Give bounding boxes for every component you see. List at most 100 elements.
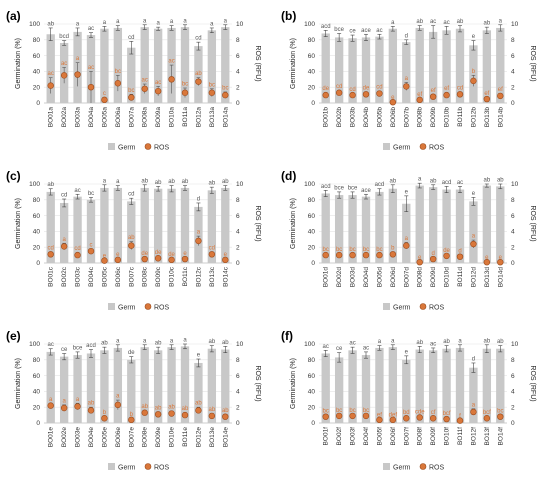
germ-bar <box>334 37 344 103</box>
germ-significance-label: e <box>405 189 409 195</box>
ros-significance-label: ab <box>222 408 229 414</box>
ros-significance-label: cd <box>209 245 215 251</box>
y2-tick-label: 0 <box>236 260 240 267</box>
legend-ros-swatch <box>419 303 427 310</box>
ros-point <box>349 91 356 99</box>
germ-significance-label: ab <box>497 178 504 184</box>
ros-point <box>114 401 122 409</box>
y2-tick-label: 2 <box>511 244 515 251</box>
germ-significance-label: a <box>103 20 107 26</box>
legend-germ-swatch <box>383 463 390 470</box>
germ-bar <box>153 28 163 104</box>
x-tick-label: BO13e <box>209 427 216 448</box>
germ-significance-label: ab <box>47 21 54 27</box>
ros-significance-label: bc <box>363 408 369 414</box>
ros-significance-label: a <box>405 76 409 82</box>
ros-significance-label: bc <box>323 247 329 253</box>
germ-bar <box>86 353 96 423</box>
ros-point <box>497 413 504 420</box>
ros-point <box>429 255 437 263</box>
ros-significance-label: a <box>405 236 409 242</box>
x-tick-label: BO07a <box>128 107 135 128</box>
ros-significance-label: bc <box>497 409 503 415</box>
germ-significance-label: cd <box>128 192 134 198</box>
germ-bar <box>469 45 478 103</box>
y-tick-label: 100 <box>29 181 40 188</box>
ros-significance-label: c <box>103 91 106 97</box>
germ-significance-label: a <box>156 21 160 27</box>
y2-tick-label: 4 <box>236 69 240 76</box>
ros-significance-label: e <box>485 255 489 261</box>
germ-significance-label: bce <box>348 185 358 191</box>
germ-bar <box>127 47 136 103</box>
y-tick-label: 20 <box>33 244 41 251</box>
germ-significance-label: a <box>103 178 107 184</box>
ros-significance-label: cd <box>457 85 463 91</box>
x-tick-label: BO05b <box>376 107 383 128</box>
germ-bar <box>482 348 492 423</box>
ros-point <box>195 407 202 414</box>
germ-significance-label: acd <box>86 343 96 349</box>
y-tick-label: 40 <box>308 389 316 396</box>
ros-point <box>470 408 477 416</box>
y-tick-label: 100 <box>304 341 315 348</box>
germ-significance-label: e <box>472 34 476 40</box>
germ-bar <box>442 189 451 263</box>
y2-tick-label: 4 <box>511 229 515 236</box>
ros-point <box>168 256 175 264</box>
ros-point <box>389 99 397 106</box>
legend-ros-label: ROS <box>429 145 445 152</box>
x-tick-label: BO10f <box>444 427 451 446</box>
y-tick-label: 80 <box>308 37 316 44</box>
x-tick-label: BO05a <box>101 107 108 128</box>
germ-bar <box>388 347 398 423</box>
ros-point <box>74 403 81 410</box>
ros-point <box>60 243 68 250</box>
y2-tick-label: 8 <box>236 37 240 44</box>
x-tick-label: BO10c <box>169 266 176 287</box>
y-axis-title: Germination (%) <box>290 38 297 89</box>
x-tick-label: BO13b <box>484 107 491 128</box>
ros-point <box>416 96 423 104</box>
germ-significance-label: ab <box>141 178 148 184</box>
germ-bar <box>194 46 203 103</box>
x-tick-label: BO07b <box>403 107 410 128</box>
ros-significance-label: ac <box>142 78 148 84</box>
ros-point <box>483 259 491 266</box>
germ-bar <box>415 185 424 263</box>
ros-significance-label: ac <box>155 80 161 86</box>
ros-significance-label: cd <box>376 85 382 91</box>
germ-bar <box>221 187 230 263</box>
legend-ros-label: ROS <box>154 305 170 312</box>
germ-bar <box>86 35 96 104</box>
x-tick-label: BO01c <box>48 266 55 287</box>
ros-point <box>322 91 329 99</box>
x-tick-label: BO03e <box>75 427 82 448</box>
x-tick-label: BO04f <box>363 427 370 446</box>
ros-significance-label: ac <box>61 61 67 67</box>
germ-bar <box>415 349 424 423</box>
germ-significance-label: ac <box>74 188 80 194</box>
y-axis-title: Germination (%) <box>15 38 22 89</box>
germ-bar <box>100 350 109 423</box>
y2-axis-title: ROS (RFU) <box>254 365 261 401</box>
ros-significance-label: a <box>472 402 476 408</box>
ros-significance-label: a <box>472 234 476 240</box>
ros-point <box>497 92 504 100</box>
legend-ros-label: ROS <box>154 145 170 152</box>
germ-bar <box>321 193 330 263</box>
y2-tick-label: 10 <box>511 181 519 188</box>
ros-point <box>443 252 450 260</box>
germ-significance-label: a <box>378 339 382 345</box>
germ-bar <box>180 187 190 263</box>
ros-significance-label: a <box>76 56 80 62</box>
y-axis-title: Germination (%) <box>15 358 22 409</box>
germ-significance-label: a <box>116 338 120 344</box>
y-axis-title: Germination (%) <box>15 198 22 249</box>
y-tick-label: 0 <box>36 420 40 427</box>
germ-bar <box>127 359 136 423</box>
germ-significance-label: a <box>170 338 174 344</box>
x-tick-label: BO14a <box>222 107 229 128</box>
germ-significance-label: ce <box>336 346 343 352</box>
legend-germ-swatch <box>383 143 390 150</box>
